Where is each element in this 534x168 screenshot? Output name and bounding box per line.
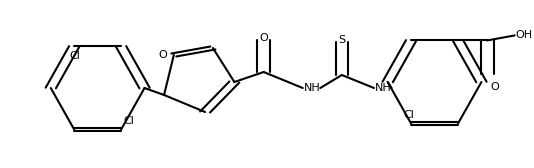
Text: NH: NH bbox=[304, 83, 320, 93]
Text: O: O bbox=[159, 50, 168, 60]
Text: OH: OH bbox=[516, 30, 533, 40]
Text: O: O bbox=[490, 82, 499, 92]
Text: Cl: Cl bbox=[124, 116, 135, 126]
Text: NH: NH bbox=[375, 83, 392, 93]
Text: Cl: Cl bbox=[69, 51, 80, 61]
Text: S: S bbox=[338, 35, 345, 45]
Text: O: O bbox=[260, 33, 268, 43]
Text: Cl: Cl bbox=[403, 110, 414, 120]
